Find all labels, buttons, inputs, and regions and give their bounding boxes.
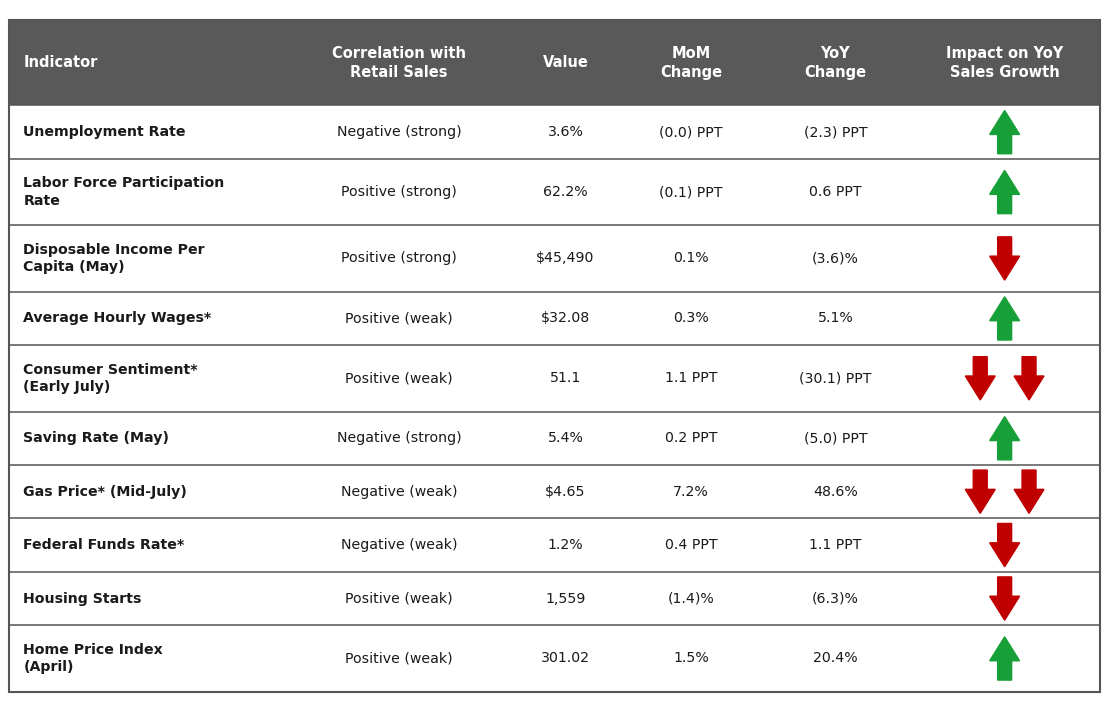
FancyArrow shape xyxy=(989,237,1019,280)
Bar xyxy=(9,465,1100,518)
Text: Positive (weak): Positive (weak) xyxy=(345,591,452,606)
Text: (6.3)%: (6.3)% xyxy=(812,591,859,606)
Text: Correlation with
Retail Sales: Correlation with Retail Sales xyxy=(332,45,466,80)
Text: Disposable Income Per
Capita (May): Disposable Income Per Capita (May) xyxy=(23,243,205,274)
Text: Negative (strong): Negative (strong) xyxy=(337,431,461,445)
FancyArrow shape xyxy=(989,110,1019,154)
FancyArrow shape xyxy=(989,170,1019,214)
Text: Value: Value xyxy=(542,56,589,70)
FancyArrow shape xyxy=(989,637,1019,680)
Bar xyxy=(9,625,1100,692)
Text: 0.6 PPT: 0.6 PPT xyxy=(810,185,862,199)
Text: 3.6%: 3.6% xyxy=(548,125,583,139)
Bar xyxy=(9,292,1100,345)
Bar xyxy=(9,225,1100,292)
Text: Saving Rate (May): Saving Rate (May) xyxy=(23,431,170,445)
FancyArrow shape xyxy=(1014,470,1044,513)
Text: (1.4)%: (1.4)% xyxy=(668,591,714,606)
Text: (3.6)%: (3.6)% xyxy=(812,251,859,266)
Text: Consumer Sentiment*
(Early July): Consumer Sentiment* (Early July) xyxy=(23,362,197,394)
Text: 7.2%: 7.2% xyxy=(673,484,709,499)
Text: 0.3%: 0.3% xyxy=(673,311,709,326)
FancyArrow shape xyxy=(989,297,1019,340)
Text: Positive (strong): Positive (strong) xyxy=(342,185,457,199)
Text: Federal Funds Rate*: Federal Funds Rate* xyxy=(23,538,184,552)
Text: Impact on YoY
Sales Growth: Impact on YoY Sales Growth xyxy=(946,45,1064,80)
Text: 0.1%: 0.1% xyxy=(673,251,709,266)
Text: Labor Force Participation
Rate: Labor Force Participation Rate xyxy=(23,176,224,208)
FancyArrow shape xyxy=(989,523,1019,567)
Text: 51.1: 51.1 xyxy=(550,371,581,386)
Text: (0.1) PPT: (0.1) PPT xyxy=(659,185,723,199)
Bar xyxy=(9,159,1100,225)
Text: Average Hourly Wages*: Average Hourly Wages* xyxy=(23,311,212,326)
Text: YoY
Change: YoY Change xyxy=(804,45,866,80)
Text: Positive (weak): Positive (weak) xyxy=(345,371,452,386)
Text: Positive (strong): Positive (strong) xyxy=(342,251,457,266)
Text: Negative (weak): Negative (weak) xyxy=(340,484,457,499)
Text: 5.1%: 5.1% xyxy=(817,311,853,326)
FancyArrow shape xyxy=(965,357,995,400)
Bar xyxy=(9,20,1100,105)
Bar xyxy=(9,105,1100,159)
Text: 301.02: 301.02 xyxy=(541,651,590,666)
Text: 48.6%: 48.6% xyxy=(813,484,858,499)
Text: (2.3) PPT: (2.3) PPT xyxy=(804,125,867,139)
Text: Positive (weak): Positive (weak) xyxy=(345,651,452,666)
Bar xyxy=(9,345,1100,412)
Bar xyxy=(9,572,1100,625)
Text: 1.2%: 1.2% xyxy=(548,538,583,552)
Text: 20.4%: 20.4% xyxy=(813,651,857,666)
Text: 1.5%: 1.5% xyxy=(673,651,709,666)
Text: $4.65: $4.65 xyxy=(546,484,586,499)
Text: 1.1 PPT: 1.1 PPT xyxy=(810,538,862,552)
Bar xyxy=(9,412,1100,465)
Text: $45,490: $45,490 xyxy=(537,251,594,266)
FancyArrow shape xyxy=(989,577,1019,620)
Text: MoM
Change: MoM Change xyxy=(660,45,722,80)
Text: 5.4%: 5.4% xyxy=(548,431,583,445)
Text: Indicator: Indicator xyxy=(23,56,98,70)
Text: Housing Starts: Housing Starts xyxy=(23,591,142,606)
Bar xyxy=(9,518,1100,572)
Text: (5.0) PPT: (5.0) PPT xyxy=(804,431,867,445)
Text: Negative (strong): Negative (strong) xyxy=(337,125,461,139)
Text: 1,559: 1,559 xyxy=(546,591,586,606)
Text: Negative (weak): Negative (weak) xyxy=(340,538,457,552)
FancyArrow shape xyxy=(989,417,1019,460)
FancyArrow shape xyxy=(1014,357,1044,400)
FancyArrow shape xyxy=(965,470,995,513)
Text: (30.1) PPT: (30.1) PPT xyxy=(800,371,872,386)
Text: Positive (weak): Positive (weak) xyxy=(345,311,452,326)
Text: 0.2 PPT: 0.2 PPT xyxy=(664,431,718,445)
Text: 0.4 PPT: 0.4 PPT xyxy=(664,538,718,552)
Text: 1.1 PPT: 1.1 PPT xyxy=(664,371,718,386)
Text: 62.2%: 62.2% xyxy=(543,185,588,199)
Text: (0.0) PPT: (0.0) PPT xyxy=(659,125,723,139)
Text: Gas Price* (Mid-July): Gas Price* (Mid-July) xyxy=(23,484,187,499)
Text: $32.08: $32.08 xyxy=(541,311,590,326)
Text: Home Price Index
(April): Home Price Index (April) xyxy=(23,643,163,674)
Text: Unemployment Rate: Unemployment Rate xyxy=(23,125,186,139)
